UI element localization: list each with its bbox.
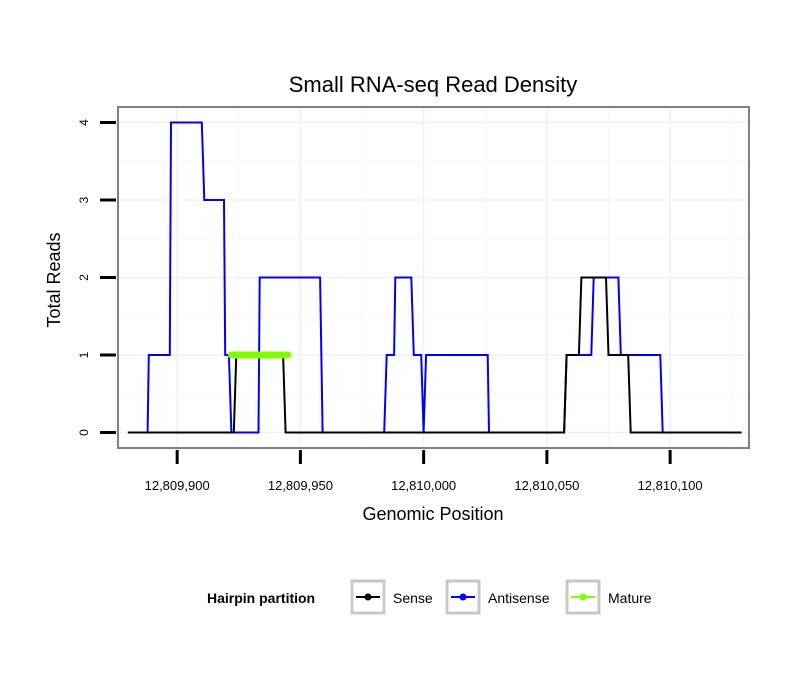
x-tick-label: 12,809,950 [268, 478, 333, 493]
x-tick-label: 12,810,000 [391, 478, 456, 493]
y-axis-ticks: 0 1 2 3 4 [77, 119, 116, 436]
x-tick-label: 12,810,100 [638, 478, 703, 493]
y-tick-label: 2 [77, 274, 91, 281]
y-tick-label: 0 [77, 429, 91, 436]
chart-title: Small RNA-seq Read Density [289, 72, 578, 97]
legend-key-dot [579, 593, 587, 601]
legend-label-mature: Mature [608, 590, 652, 606]
legend-items: Sense Antisense Mature [350, 579, 652, 615]
legend-key-dot [459, 593, 467, 601]
y-tick-label: 4 [77, 119, 91, 126]
x-tick-label: 12,810,050 [514, 478, 579, 493]
data-series [127, 121, 742, 434]
legend-label-sense: Sense [393, 590, 433, 606]
x-tick-label: 12,809,900 [145, 478, 210, 493]
series-line-antisense [127, 121, 742, 434]
legend-key-dot [364, 593, 372, 601]
y-axis-title: Total Reads [44, 232, 64, 327]
legend-title: Hairpin partition [207, 590, 315, 606]
plot-border [117, 106, 750, 449]
x-axis-title: Genomic Position [362, 504, 503, 524]
legend: Hairpin partition Sense Antisense Mature [207, 579, 652, 615]
y-tick-label: 1 [77, 351, 91, 358]
x-axis-ticks: 12,809,900 12,809,950 12,810,000 12,810,050… [145, 450, 703, 493]
legend-label-antisense: Antisense [488, 590, 550, 606]
y-tick-label: 3 [77, 196, 91, 203]
